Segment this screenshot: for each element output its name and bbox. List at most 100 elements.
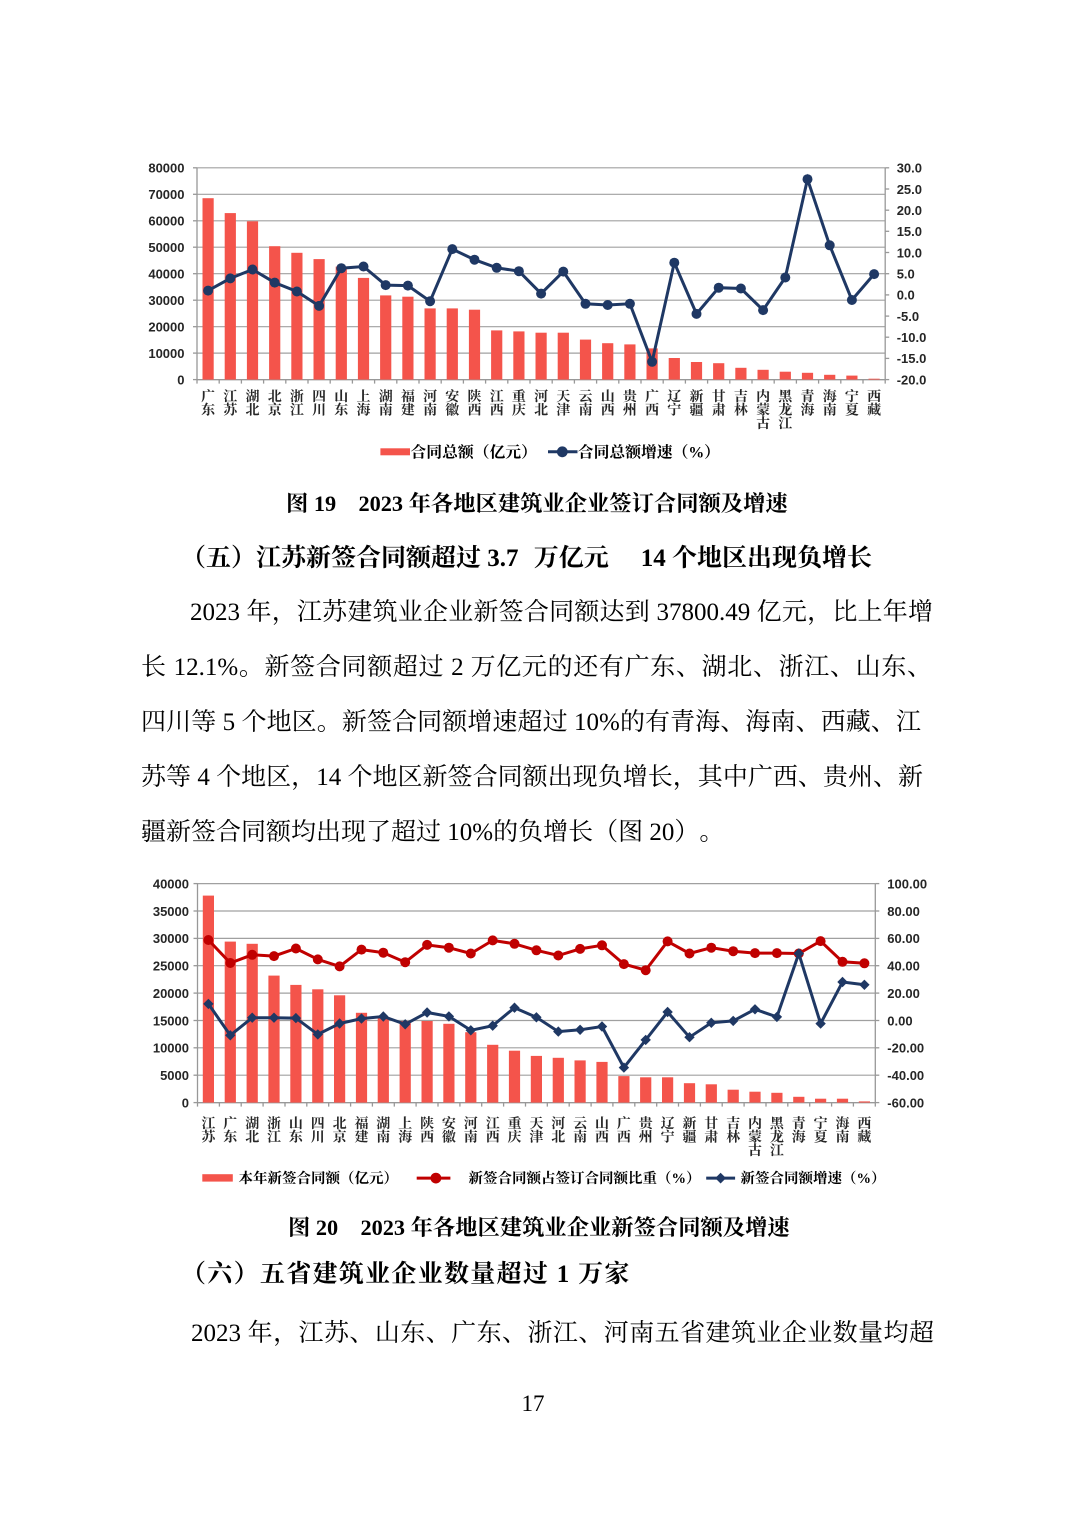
svg-text:西: 西	[595, 1126, 609, 1146]
svg-text:西: 西	[601, 400, 615, 420]
svg-text:河: 河	[423, 386, 437, 406]
svg-text:北: 北	[246, 400, 260, 420]
svg-text:辽: 辽	[661, 1113, 675, 1133]
svg-text:江: 江	[486, 1113, 500, 1133]
svg-text:京: 京	[333, 1126, 348, 1146]
svg-text:25.0: 25.0	[897, 182, 922, 197]
svg-text:0: 0	[182, 1095, 189, 1110]
svg-text:苏: 苏	[201, 1126, 216, 1146]
svg-text:山: 山	[595, 1113, 609, 1133]
svg-text:0: 0	[177, 372, 184, 387]
svg-text:南: 南	[836, 1126, 850, 1146]
svg-text:20000: 20000	[148, 319, 184, 334]
svg-text:南: 南	[379, 400, 393, 420]
svg-text:山: 山	[289, 1113, 303, 1133]
svg-text:宁: 宁	[667, 400, 681, 420]
svg-text:安: 安	[442, 1113, 457, 1133]
svg-text:80.00: 80.00	[887, 904, 920, 919]
svg-text:上: 上	[398, 1113, 412, 1133]
svg-text:新签合同额增速（%）: 新签合同额增速（%）	[741, 1170, 886, 1187]
svg-text:肃: 肃	[704, 1126, 718, 1146]
svg-text:20.0: 20.0	[897, 203, 922, 218]
svg-text:甘: 甘	[704, 1113, 718, 1133]
svg-text:15000: 15000	[153, 1013, 189, 1028]
svg-text:-40.00: -40.00	[887, 1068, 924, 1083]
svg-text:重: 重	[508, 1113, 522, 1133]
svg-text:云: 云	[579, 386, 594, 406]
svg-text:西: 西	[490, 400, 504, 420]
svg-text:广: 广	[645, 386, 659, 406]
svg-text:50000: 50000	[148, 240, 184, 255]
svg-text:吉: 吉	[726, 1113, 740, 1133]
svg-text:云: 云	[573, 1113, 588, 1133]
svg-text:南: 南	[464, 1126, 478, 1146]
svg-text:广: 广	[617, 1113, 631, 1133]
svg-text:宁: 宁	[814, 1113, 828, 1133]
svg-text:海: 海	[357, 400, 371, 420]
svg-text:东: 东	[223, 1126, 238, 1146]
svg-text:西: 西	[857, 1113, 871, 1133]
svg-text:0.0: 0.0	[897, 288, 915, 303]
svg-text:西: 西	[617, 1126, 631, 1146]
svg-text:林: 林	[726, 1126, 740, 1146]
svg-text:北: 北	[268, 386, 282, 406]
svg-text:蒙: 蒙	[748, 1126, 762, 1146]
svg-text:合同总额增速（%）: 合同总额增速（%）	[578, 443, 720, 461]
svg-text:山: 山	[334, 386, 348, 406]
svg-text:60.00: 60.00	[887, 931, 920, 946]
svg-text:龙: 龙	[778, 400, 792, 420]
svg-text:夏: 夏	[814, 1126, 828, 1146]
svg-text:疆: 疆	[690, 400, 704, 420]
svg-text:10000: 10000	[148, 346, 184, 361]
svg-text:甘: 甘	[712, 386, 726, 406]
svg-text:40.00: 40.00	[887, 959, 920, 974]
svg-text:东: 东	[334, 400, 349, 420]
svg-text:江: 江	[201, 1113, 215, 1133]
svg-text:陕: 陕	[420, 1113, 434, 1133]
svg-text:西: 西	[468, 400, 482, 420]
svg-text:-15.0: -15.0	[897, 351, 927, 366]
svg-text:湖: 湖	[376, 1113, 390, 1133]
svg-text:15.0: 15.0	[897, 224, 922, 239]
svg-text:新: 新	[683, 1113, 697, 1133]
svg-text:徽: 徽	[445, 400, 459, 420]
svg-text:安: 安	[445, 386, 460, 406]
svg-text:70000: 70000	[148, 187, 184, 202]
svg-text:宁: 宁	[845, 386, 859, 406]
svg-text:南: 南	[579, 400, 593, 420]
svg-text:80000: 80000	[148, 161, 184, 176]
svg-text:津: 津	[556, 400, 570, 420]
svg-text:北: 北	[534, 400, 548, 420]
svg-text:上: 上	[357, 386, 371, 406]
svg-text:贵: 贵	[639, 1113, 655, 1133]
svg-text:广: 广	[201, 386, 215, 406]
svg-text:建: 建	[355, 1126, 369, 1146]
svg-text:北: 北	[333, 1113, 347, 1133]
svg-text:苏: 苏	[223, 400, 238, 420]
svg-text:夏: 夏	[845, 400, 859, 420]
svg-text:津: 津	[529, 1126, 543, 1146]
svg-text:林: 林	[734, 400, 748, 420]
svg-text:南: 南	[823, 400, 837, 420]
svg-text:江: 江	[778, 413, 792, 433]
svg-text:30000: 30000	[153, 931, 189, 946]
svg-text:浙: 浙	[290, 386, 304, 406]
svg-text:广: 广	[223, 1113, 237, 1133]
svg-text:西: 西	[867, 386, 881, 406]
svg-text:-5.0: -5.0	[897, 309, 919, 324]
svg-text:藏: 藏	[857, 1126, 871, 1146]
svg-text:青: 青	[792, 1113, 806, 1133]
svg-text:天: 天	[556, 386, 570, 406]
svg-text:-20.0: -20.0	[897, 372, 927, 387]
svg-text:河: 河	[464, 1113, 478, 1133]
svg-text:藏: 藏	[867, 400, 881, 420]
svg-text:40000: 40000	[148, 266, 184, 281]
svg-text:四: 四	[311, 1113, 325, 1133]
svg-text:新签合同额占签订合同额比重（%）: 新签合同额占签订合同额比重（%）	[469, 1170, 701, 1187]
svg-text:重: 重	[512, 386, 526, 406]
svg-text:庆: 庆	[512, 400, 526, 420]
svg-text:四: 四	[312, 386, 326, 406]
svg-text:本年新签合同额（亿元）: 本年新签合同额（亿元）	[239, 1170, 399, 1187]
svg-text:陕: 陕	[468, 386, 482, 406]
svg-text:川: 川	[311, 1126, 325, 1146]
